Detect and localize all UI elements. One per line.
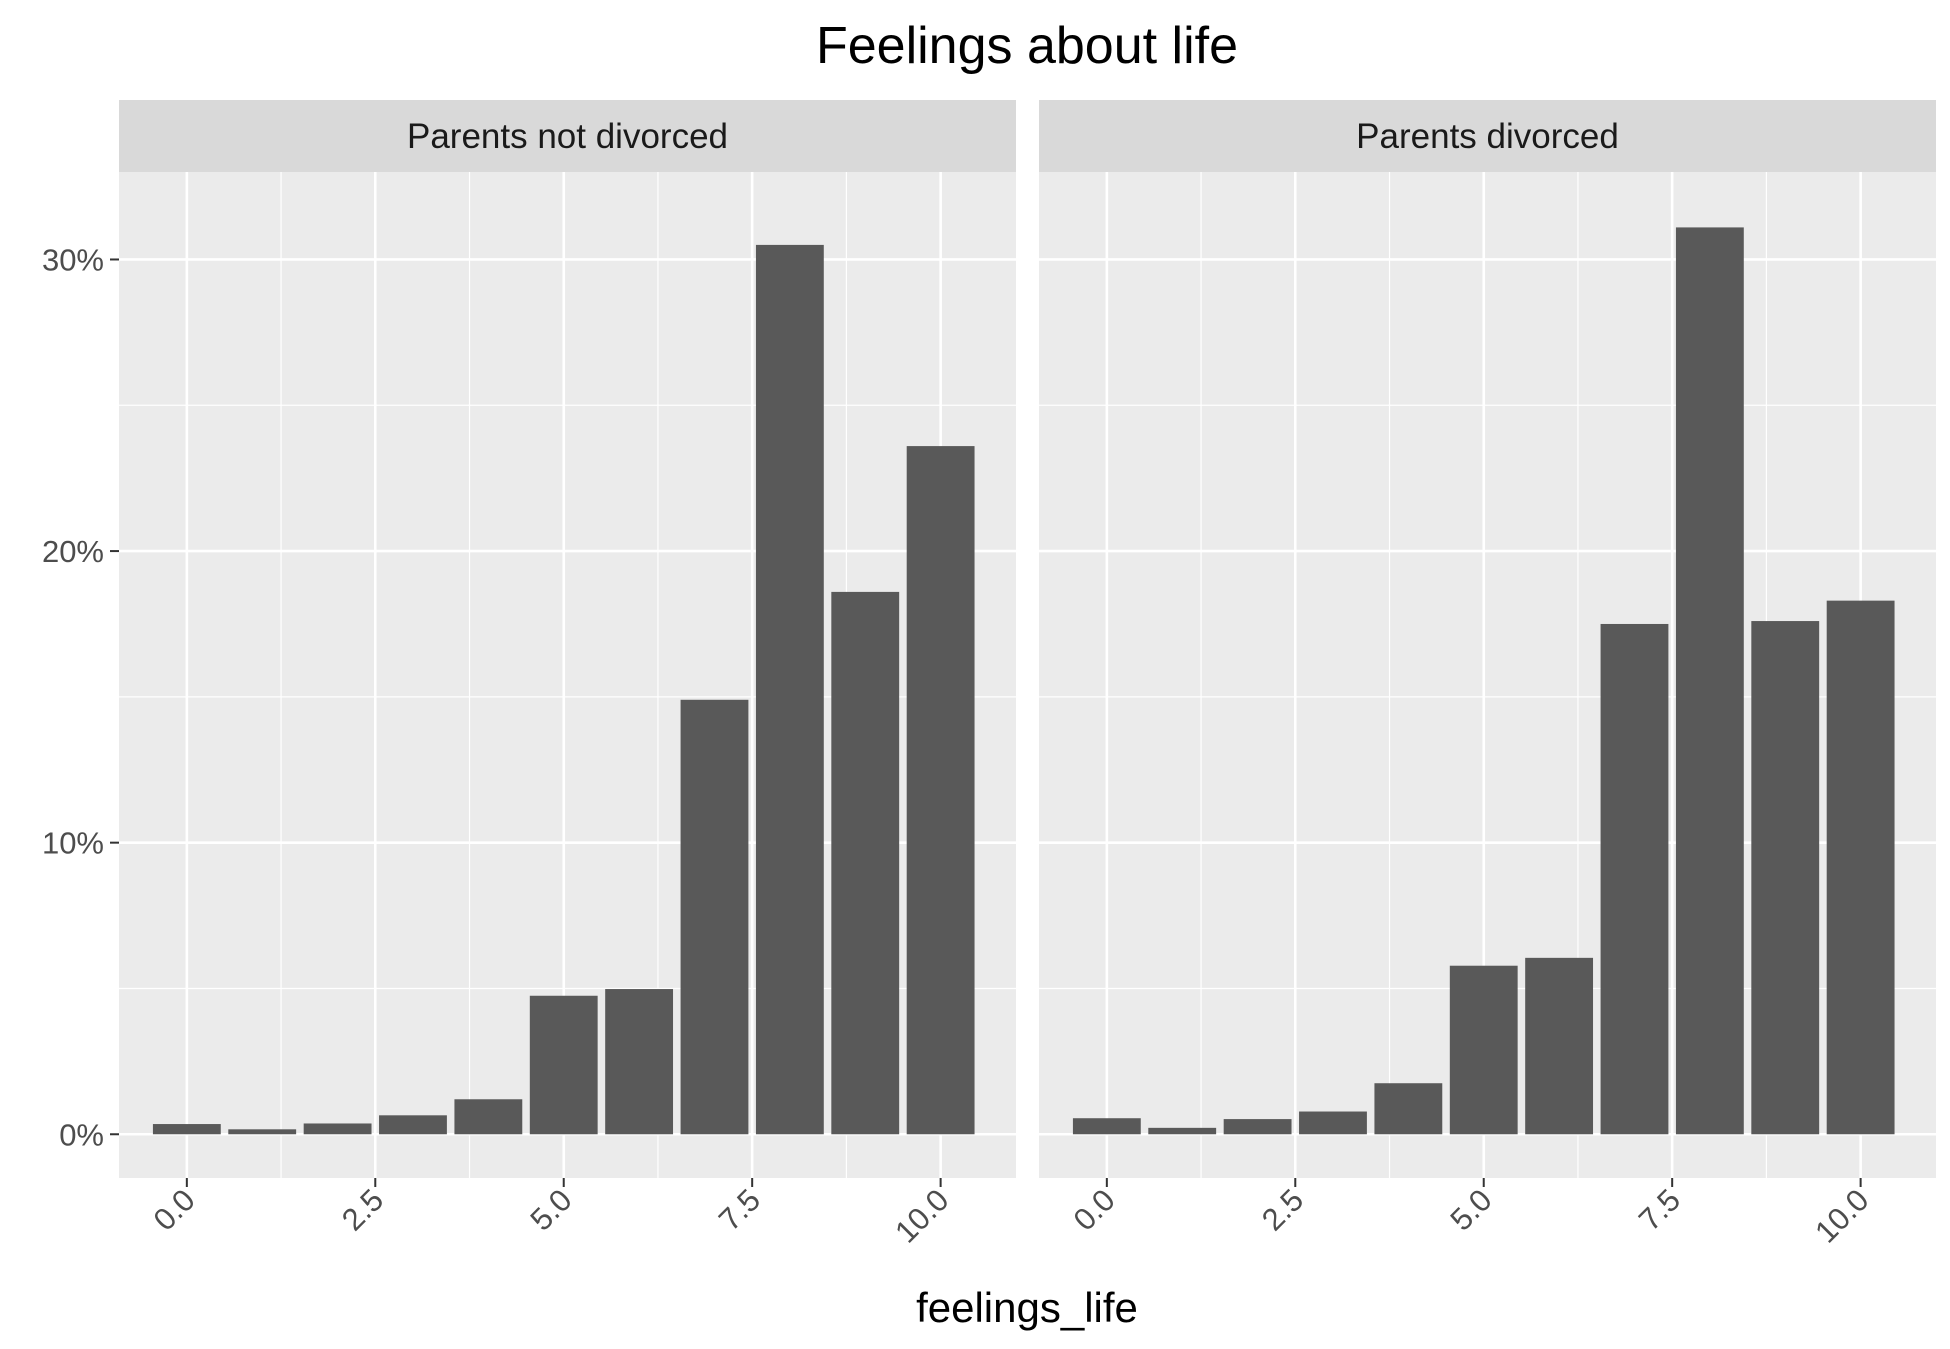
x-axis-title: feelings_life (916, 1284, 1138, 1331)
bar (831, 591, 900, 1135)
bar (1675, 227, 1744, 1135)
bar (529, 995, 598, 1135)
bar (1148, 1127, 1217, 1135)
facet-strip-label: Parents not divorced (407, 117, 728, 156)
bar (1374, 1083, 1443, 1135)
bar (379, 1115, 447, 1135)
y-tick-label: 30% (42, 242, 104, 277)
bar (1449, 965, 1518, 1135)
bar (1600, 623, 1669, 1135)
bar (680, 699, 749, 1135)
y-axis: 0% 10% 20% 30% (42, 242, 119, 1152)
bar (1826, 600, 1895, 1135)
bar (454, 1099, 523, 1135)
bar (906, 446, 975, 1135)
bar (152, 1124, 221, 1135)
facet-strip (119, 100, 1016, 172)
facet-strip (1039, 100, 1936, 172)
bar (605, 989, 674, 1135)
facet-strip-label: Parents divorced (1356, 117, 1619, 156)
bar (1299, 1111, 1367, 1135)
y-tick-label: 0% (59, 1117, 104, 1152)
chart-title: Feelings about life (816, 17, 1238, 75)
bar (755, 244, 824, 1135)
bar (1525, 957, 1594, 1135)
y-tick-label: 20% (42, 534, 104, 569)
bar (303, 1123, 372, 1135)
bar (228, 1129, 297, 1135)
bar (1751, 621, 1820, 1135)
y-tick-label: 10% (42, 826, 104, 861)
bar (1072, 1118, 1141, 1135)
bar (1223, 1119, 1292, 1135)
